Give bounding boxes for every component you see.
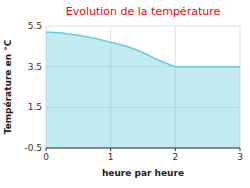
y-tick-label: -0.5	[24, 143, 42, 153]
y-tick-label: 1.5	[28, 102, 42, 112]
x-label: heure par heure	[102, 168, 184, 178]
chart: 0 1 2 3 -0.5 1.5 3.5 5.5 Evolution de la tempéra…	[0, 0, 250, 188]
x-tick-label: 0	[43, 152, 49, 162]
x-tick	[110, 148, 111, 151]
plot-area	[46, 32, 240, 148]
grid-line	[46, 26, 240, 27]
grid	[46, 26, 240, 148]
y-tick-label: 3.5	[28, 62, 42, 72]
x-tick-label: 1	[108, 152, 114, 162]
y-tick-label: 5.5	[28, 21, 42, 31]
x-tick-label: 2	[172, 152, 178, 162]
y-label: Température en °C	[3, 39, 13, 134]
x-tick	[46, 148, 47, 151]
x-tick	[175, 148, 176, 151]
x-tick	[240, 148, 241, 151]
title: Evolution de la température	[66, 5, 221, 18]
x-tick-label: 3	[237, 152, 243, 162]
area	[46, 32, 240, 148]
line	[46, 32, 240, 67]
grid-line	[46, 148, 240, 149]
x-axis	[46, 148, 240, 149]
